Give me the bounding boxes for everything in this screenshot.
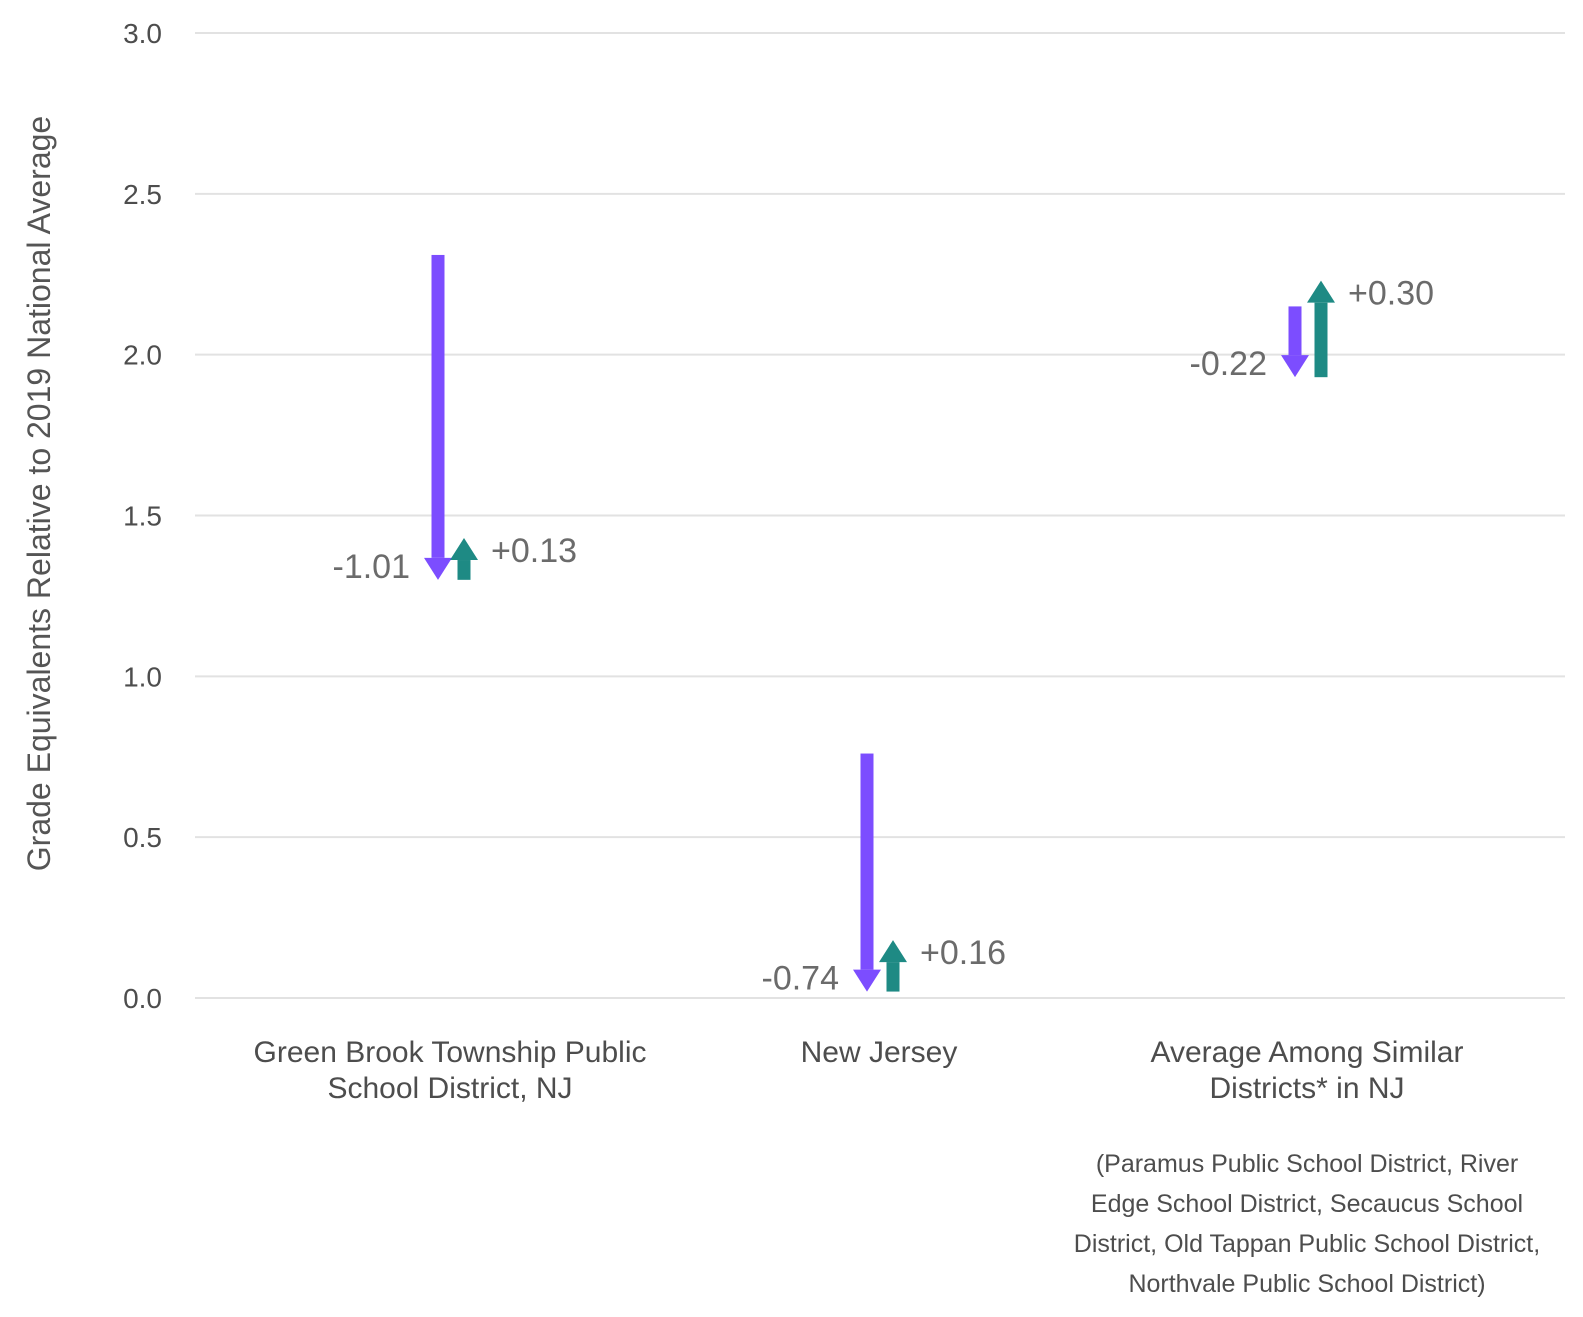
decline-value-label: -0.74	[762, 960, 840, 998]
y-tick-label: 1.5	[123, 501, 162, 532]
decline-value-label: -1.01	[333, 548, 411, 586]
recovery-arrow	[450, 538, 478, 580]
category-label: Average Among Similar Districts* in NJ	[1151, 1036, 1464, 1105]
similar-districts-note: (Paramus Public School District, River Ed…	[1074, 1150, 1540, 1298]
recovery-arrow-shaft	[886, 962, 900, 992]
category-label-line: School District, NJ	[327, 1072, 572, 1105]
decline-arrow-shaft	[431, 254, 445, 558]
footnote: (Paramus Public School District, River Ed…	[1074, 1150, 1540, 1298]
y-tick-label: 0.5	[123, 822, 162, 853]
recovery-arrow	[1307, 280, 1335, 378]
grid-layer	[195, 32, 1565, 999]
decline-arrow-head	[1281, 355, 1309, 378]
y-tick-label: 3.0	[123, 18, 162, 49]
category-label-line: New Jersey	[801, 1036, 958, 1069]
recovery-arrow-head	[450, 538, 478, 561]
y-tick-label: 0.0	[123, 983, 162, 1014]
recovery-arrow	[879, 940, 907, 992]
category-labels: Green Brook Township Public School Distri…	[254, 1036, 1464, 1105]
note-line: Edge School District, Secaucus School	[1091, 1190, 1523, 1218]
recovery-value-label: +0.13	[491, 532, 577, 570]
recovery-value-label: +0.30	[1348, 275, 1434, 313]
note-line: (Paramus Public School District, River	[1096, 1150, 1518, 1178]
y-tick-label: 2.0	[123, 340, 162, 371]
decline-arrow-shaft	[860, 753, 874, 970]
recovery-arrow-shaft	[1314, 302, 1328, 378]
y-axis-ticks: 0.0 0.5 1.0 1.5 2.0 2.5 3.0	[123, 18, 162, 1014]
recovery-arrow-shaft	[457, 560, 471, 580]
category-label-line: Average Among Similar	[1151, 1036, 1464, 1069]
arrow-marks: -1.01 +0.13 -0.74 +0.16 -0.22 +0.30	[333, 254, 1434, 998]
recovery-arrow-head	[1307, 280, 1335, 303]
decline-arrow	[424, 254, 452, 580]
note-line: District, Old Tappan Public School Distr…	[1074, 1230, 1540, 1258]
recovery-value-label: +0.16	[920, 934, 1006, 972]
recovery-arrow-head	[879, 940, 907, 963]
category-label: Green Brook Township Public School Distri…	[254, 1036, 647, 1105]
decline-arrow	[1281, 306, 1309, 378]
decline-value-label: -0.22	[1190, 345, 1268, 383]
decline-arrow-shaft	[1288, 306, 1302, 356]
decline-arrow-head	[853, 969, 881, 992]
decline-arrow-head	[424, 557, 452, 580]
category-label: New Jersey	[801, 1036, 958, 1069]
note-line: Northvale Public School District)	[1128, 1270, 1485, 1298]
y-tick-label: 2.5	[123, 179, 162, 210]
category-label-line: Green Brook Township Public	[254, 1036, 647, 1069]
decline-arrow	[853, 753, 881, 992]
category-label-line: Districts* in NJ	[1209, 1072, 1404, 1105]
y-tick-label: 1.0	[123, 661, 162, 692]
y-axis-label: Grade Equivalents Relative to 2019 Natio…	[21, 116, 57, 871]
